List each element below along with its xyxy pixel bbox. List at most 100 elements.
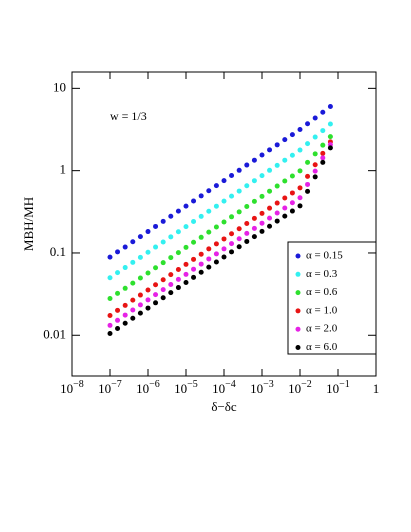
point	[206, 256, 212, 262]
point	[312, 134, 318, 140]
point	[175, 276, 181, 282]
y-axis-label: MBH/MH	[21, 197, 36, 251]
x-tick-label: 10−7	[98, 379, 122, 396]
point	[327, 103, 333, 109]
point	[244, 183, 250, 189]
y-tick-label: 1	[60, 162, 67, 177]
legend-label: α = 1.0	[306, 304, 338, 316]
point	[160, 295, 166, 301]
point	[289, 190, 295, 196]
point	[274, 142, 280, 148]
point	[213, 241, 219, 247]
legend-marker	[295, 326, 301, 332]
point	[259, 152, 265, 158]
point	[153, 244, 159, 250]
point	[274, 218, 280, 224]
annotation: w = 1/3	[110, 109, 147, 123]
point	[122, 265, 128, 271]
legend-marker	[295, 345, 301, 350]
point	[282, 137, 288, 143]
point	[244, 238, 250, 244]
point	[229, 214, 235, 220]
point	[145, 287, 151, 293]
legend-marker	[295, 271, 301, 277]
point	[168, 234, 174, 240]
point	[213, 183, 219, 189]
point	[229, 193, 235, 199]
point	[259, 210, 265, 216]
point	[130, 315, 136, 321]
point	[236, 188, 242, 194]
point	[191, 198, 197, 204]
point	[160, 287, 166, 293]
point	[122, 302, 128, 308]
point	[115, 290, 121, 296]
point	[137, 234, 143, 240]
point	[267, 215, 273, 221]
point	[305, 173, 311, 179]
point	[145, 305, 151, 311]
point	[213, 259, 219, 265]
point	[145, 297, 151, 303]
point	[289, 208, 295, 214]
point	[289, 152, 295, 158]
point	[160, 277, 166, 283]
point	[122, 312, 128, 318]
point	[153, 292, 159, 298]
point	[175, 208, 181, 214]
point	[130, 297, 136, 303]
point	[259, 220, 265, 226]
point	[289, 173, 295, 179]
point	[221, 219, 227, 225]
point	[130, 239, 136, 245]
point	[282, 205, 288, 211]
point	[145, 249, 151, 255]
point	[168, 272, 174, 278]
point	[168, 281, 174, 287]
point	[267, 223, 273, 229]
point	[320, 109, 326, 115]
point	[236, 209, 242, 215]
point	[259, 228, 265, 234]
point	[274, 210, 280, 216]
point	[297, 147, 303, 153]
point	[327, 134, 333, 140]
point	[206, 264, 212, 270]
point	[289, 200, 295, 206]
point	[236, 226, 242, 232]
point	[206, 246, 212, 252]
point	[297, 203, 303, 209]
point	[191, 219, 197, 225]
point	[198, 269, 204, 275]
point	[183, 224, 189, 230]
point	[153, 265, 159, 271]
point	[251, 157, 257, 163]
point	[206, 188, 212, 194]
point	[168, 255, 174, 261]
point	[145, 270, 151, 276]
x-axis-label: δ−δc	[211, 399, 237, 414]
point	[327, 145, 333, 151]
x-tick-label: 10−8	[60, 379, 84, 396]
point	[267, 167, 273, 173]
point	[137, 275, 143, 281]
point	[282, 195, 288, 201]
y-tick-label: 0.01	[43, 326, 66, 341]
point	[305, 181, 311, 187]
point	[175, 250, 181, 256]
point	[137, 292, 143, 298]
point	[229, 172, 235, 178]
point	[229, 231, 235, 237]
y-tick-label: 10	[53, 79, 66, 94]
legend-box	[287, 241, 377, 355]
point	[297, 127, 303, 133]
point	[107, 312, 113, 318]
point	[183, 271, 189, 277]
point	[137, 254, 143, 260]
point	[198, 213, 204, 219]
point	[327, 121, 333, 127]
point	[251, 178, 257, 184]
point	[183, 279, 189, 285]
x-tick-label: 10−2	[288, 379, 312, 396]
point	[251, 198, 257, 204]
